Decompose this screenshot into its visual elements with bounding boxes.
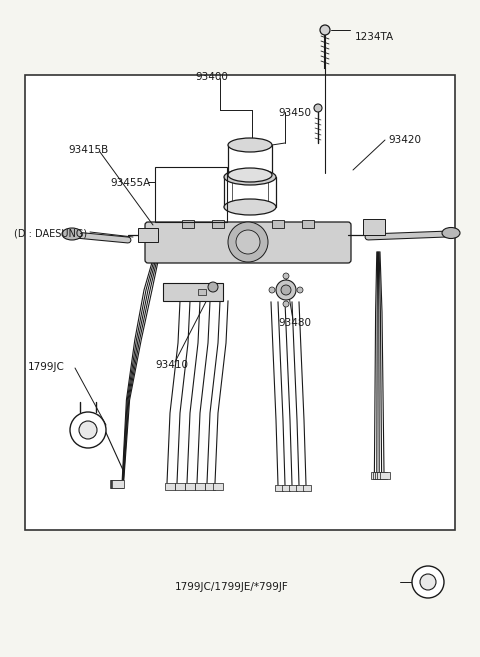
Bar: [373, 472, 383, 479]
Bar: [275, 485, 283, 491]
Bar: [205, 483, 215, 490]
Circle shape: [314, 104, 322, 112]
Bar: [25, 75, 455, 530]
Text: (D : DAESUNG): (D : DAESUNG): [14, 228, 87, 238]
Circle shape: [297, 287, 303, 293]
Bar: [282, 485, 290, 491]
Bar: [377, 472, 387, 479]
Circle shape: [79, 421, 97, 439]
Text: 1799JC/1799JE/*799JF: 1799JC/1799JE/*799JF: [175, 582, 289, 592]
Bar: [302, 220, 314, 228]
Bar: [213, 483, 223, 490]
Text: 1799JC: 1799JC: [28, 362, 65, 372]
Text: 93450: 93450: [278, 108, 311, 118]
Circle shape: [269, 287, 275, 293]
Bar: [111, 480, 123, 488]
Text: 93480: 93480: [278, 318, 311, 328]
Bar: [212, 220, 224, 228]
Bar: [375, 472, 385, 479]
Bar: [111, 480, 123, 488]
Bar: [303, 485, 311, 491]
Bar: [112, 480, 124, 488]
Bar: [371, 472, 381, 479]
Bar: [363, 219, 385, 235]
Bar: [165, 483, 175, 490]
Circle shape: [236, 230, 260, 254]
Ellipse shape: [62, 228, 82, 240]
Circle shape: [281, 285, 291, 295]
Circle shape: [228, 222, 268, 262]
Ellipse shape: [442, 227, 460, 238]
Bar: [175, 483, 185, 490]
Circle shape: [283, 301, 289, 307]
Bar: [110, 480, 122, 488]
Bar: [195, 483, 205, 490]
Polygon shape: [163, 283, 223, 301]
Bar: [110, 480, 122, 488]
Bar: [296, 485, 304, 491]
Bar: [155, 167, 227, 222]
Ellipse shape: [224, 169, 276, 185]
Bar: [182, 220, 194, 228]
Bar: [138, 228, 158, 242]
Text: 93400: 93400: [195, 72, 228, 82]
Bar: [272, 220, 284, 228]
Circle shape: [412, 566, 444, 598]
Circle shape: [283, 273, 289, 279]
Bar: [198, 289, 206, 295]
Text: 93455A: 93455A: [110, 178, 150, 188]
Circle shape: [420, 574, 436, 590]
Circle shape: [276, 280, 296, 300]
Circle shape: [320, 25, 330, 35]
Text: 93420: 93420: [388, 135, 421, 145]
Ellipse shape: [224, 199, 276, 215]
Bar: [185, 483, 195, 490]
Circle shape: [70, 412, 106, 448]
Text: 93410: 93410: [155, 360, 188, 370]
Bar: [289, 485, 297, 491]
Bar: [380, 472, 389, 479]
Text: 1234TA: 1234TA: [355, 32, 394, 42]
Ellipse shape: [228, 168, 272, 182]
FancyBboxPatch shape: [145, 222, 351, 263]
Text: 93415B: 93415B: [68, 145, 108, 155]
Circle shape: [208, 282, 218, 292]
Ellipse shape: [228, 138, 272, 152]
